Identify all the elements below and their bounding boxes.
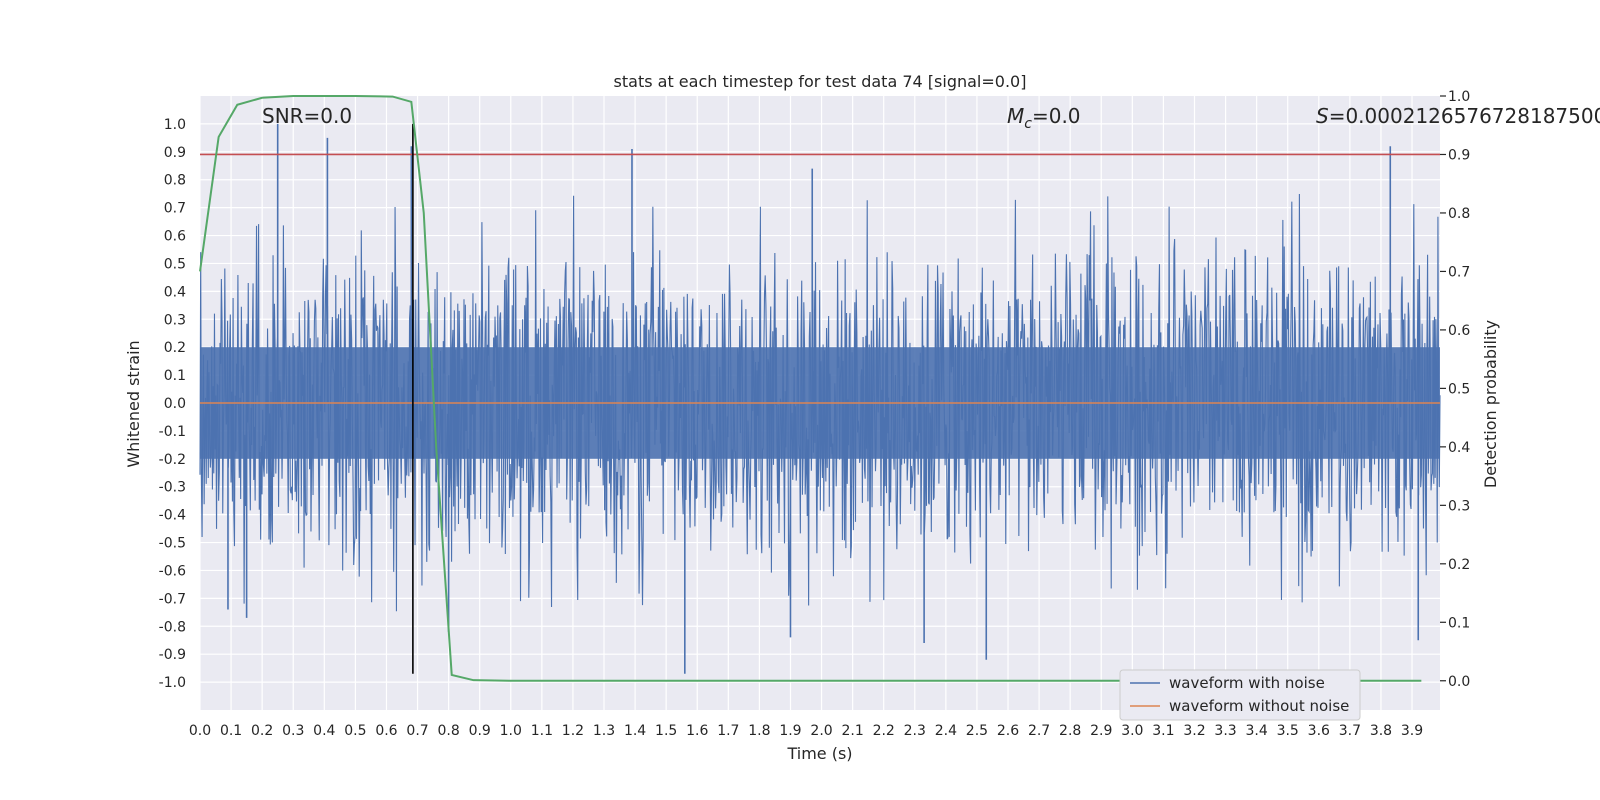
x-tick-label: 3.6: [1308, 723, 1330, 739]
x-tick-label: 0.7: [406, 723, 428, 739]
y-left-tick-label: 0.6: [164, 229, 186, 245]
y-left-tick-label: -0.7: [159, 591, 186, 607]
legend-label-waveform-without-noise: waveform without noise: [1169, 697, 1349, 715]
y-left-tick-label: -0.5: [159, 536, 186, 552]
x-tick-label: 3.3: [1214, 723, 1236, 739]
x-tick-label: 3.4: [1246, 723, 1268, 739]
x-tick-label: 0.5: [344, 723, 366, 739]
y-left-tick-label: -0.2: [159, 452, 186, 468]
x-tick-label: 1.0: [500, 723, 522, 739]
x-tick-label: 2.1: [841, 723, 863, 739]
x-tick-label: 1.6: [686, 723, 708, 739]
y-right-tick-label: 0.5: [1448, 381, 1470, 397]
y-right-tick-label: 0.7: [1448, 264, 1470, 280]
x-tick-label: 1.1: [531, 723, 553, 739]
y-left-tick-label: 0.0: [164, 396, 186, 412]
y-left-tick-label: 0.5: [164, 256, 186, 272]
y-left-tick-label: 0.8: [164, 173, 186, 189]
x-tick-label: 0.4: [313, 723, 335, 739]
x-tick-label: 2.5: [966, 723, 988, 739]
y-right-axis-label: Detection probability: [1481, 320, 1500, 488]
y-left-tick-label: 0.9: [164, 145, 186, 161]
y-left-tick-label: -0.6: [159, 563, 186, 579]
y-right-tick-label: 1.0: [1448, 89, 1470, 105]
snr-annotation: SNR=0.0: [262, 104, 352, 128]
y-right-tick-label: 0.3: [1448, 498, 1470, 514]
x-tick-label: 2.3: [904, 723, 926, 739]
x-tick-label: 0.9: [469, 723, 491, 739]
y-left-tick-label: -0.9: [159, 647, 186, 663]
y-left-axis-label: Whitened strain: [124, 340, 143, 467]
x-tick-label: 2.0: [810, 723, 832, 739]
y-left-tick-label: -0.8: [159, 619, 186, 635]
detection-probability-line: [199, 95, 1422, 682]
y-right-tick-label: 0.6: [1448, 323, 1470, 339]
y-left-tick-label: 0.3: [164, 312, 186, 328]
y-left-tick-label: -0.3: [159, 480, 186, 496]
y-right-tick-label: 0.4: [1448, 440, 1470, 456]
x-tick-label: 2.4: [935, 723, 957, 739]
x-tick-label: 1.2: [562, 723, 584, 739]
x-tick-label: 1.8: [748, 723, 770, 739]
y-left-tick-label: 0.4: [164, 284, 186, 300]
legend-label-waveform-with-noise: waveform with noise: [1169, 674, 1325, 692]
y-right-tick-label: 0.2: [1448, 557, 1470, 573]
x-tick-label: 2.2: [873, 723, 895, 739]
x-tick-label: 0.8: [437, 723, 459, 739]
x-tick-label: 1.3: [593, 723, 615, 739]
mc-annotation: Mc=0.0: [1007, 104, 1081, 132]
x-tick-label: 1.9: [779, 723, 801, 739]
x-tick-label: 3.8: [1370, 723, 1392, 739]
y-right-tick-label: 0.9: [1448, 147, 1470, 163]
mc-subscript: c: [1024, 116, 1032, 132]
x-axis-label: Time (s): [786, 744, 852, 763]
x-tick-label: 0.1: [220, 723, 242, 739]
y-left-axis-ticks: 1.0 0.9 0.8 0.7 0.6 0.5 0.4 0.3 0.2 0.1 0.0 -0.1 -0.…: [159, 117, 186, 691]
y-left-tick-label: 0.7: [164, 201, 186, 217]
y-left-tick-label: -0.1: [159, 424, 186, 440]
x-tick-label: 2.7: [1028, 723, 1050, 739]
y-left-tick-label: 1.0: [164, 117, 186, 133]
s-symbol: S: [1316, 104, 1329, 128]
x-tick-label: 3.5: [1277, 723, 1299, 739]
x-tick-label: 2.6: [997, 723, 1019, 739]
x-tick-label: 3.2: [1183, 723, 1205, 739]
x-tick-label: 2.8: [1059, 723, 1081, 739]
mc-value: =0.0: [1032, 104, 1081, 128]
s-annotation: S=0.0002126576728187500: [1316, 104, 1600, 128]
x-tick-label: 0.2: [251, 723, 273, 739]
x-tick-label: 3.7: [1339, 723, 1361, 739]
s-value: =0.0002126576728187500: [1329, 104, 1600, 128]
chart-title: stats at each timestep for test data 74 …: [614, 72, 1027, 91]
y-left-tick-label: -0.4: [159, 508, 186, 524]
x-axis-ticks: 0.0 0.1 0.2 0.3 0.4 0.5 0.6 0.7 0.8 0.9 1.0 1.1 1.2 1…: [189, 723, 1423, 739]
x-tick-label: 0.0: [189, 723, 211, 739]
y-right-tick-label: 0.8: [1448, 206, 1470, 222]
y-left-tick-label: -1.0: [159, 675, 186, 691]
y-right-tick-label: 0.1: [1448, 615, 1470, 631]
x-tick-label: 3.0: [1121, 723, 1143, 739]
x-tick-label: 1.5: [655, 723, 677, 739]
y-right-tick-label: 0.0: [1448, 674, 1470, 690]
x-tick-label: 2.9: [1090, 723, 1112, 739]
x-tick-label: 1.7: [717, 723, 739, 739]
legend-box: [1119, 669, 1361, 721]
series-lines: [199, 95, 1440, 682]
x-tick-label: 1.4: [624, 723, 646, 739]
x-tick-label: 0.3: [282, 723, 304, 739]
mc-symbol: M: [1007, 104, 1024, 128]
x-tick-label: 0.6: [375, 723, 397, 739]
x-tick-label: 3.9: [1401, 723, 1423, 739]
y-left-tick-label: 0.2: [164, 340, 186, 356]
legend: waveform with noise waveform without noi…: [1119, 669, 1361, 721]
y-left-tick-label: 0.1: [164, 368, 186, 384]
y-right-axis-ticks: 1.0 0.9 0.8 0.7 0.6 0.5 0.4 0.3 0.2 0.1 0.0: [1440, 89, 1470, 690]
x-tick-label: 3.1: [1152, 723, 1174, 739]
